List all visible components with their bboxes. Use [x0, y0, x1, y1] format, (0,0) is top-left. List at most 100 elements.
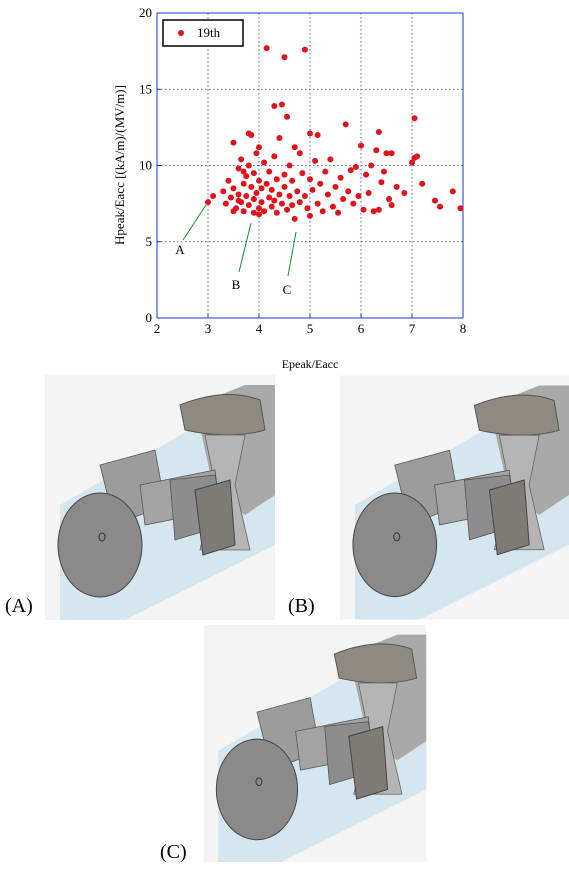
scatter-point	[297, 199, 303, 205]
scatter-point	[225, 178, 231, 184]
x-tick-label: 6	[358, 321, 365, 336]
y-tick-label: 0	[146, 310, 153, 325]
scatter-point	[299, 170, 305, 176]
scatter-point	[325, 191, 331, 197]
scatter-point	[271, 198, 277, 204]
scatter-point	[457, 205, 463, 211]
scatter-point	[276, 191, 282, 197]
scatter-point	[315, 132, 321, 138]
y-tick-label: 5	[146, 234, 153, 249]
page: {"chart_data": {"type": "scatter", "x_la…	[0, 0, 569, 868]
scatter-point	[256, 144, 262, 150]
scatter-point	[373, 147, 379, 153]
y-tick-label: 20	[139, 5, 152, 20]
render-b	[340, 376, 569, 620]
scatter-point	[358, 143, 364, 149]
scatter-point	[231, 208, 237, 214]
scatter-point	[282, 184, 288, 190]
scatter-point	[292, 144, 298, 150]
scatter-point	[264, 45, 270, 51]
scatter-point	[205, 199, 211, 205]
scatter-point	[259, 185, 265, 191]
x-tick-label: 8	[460, 321, 467, 336]
scatter-point	[251, 170, 257, 176]
scatter-point	[253, 150, 259, 156]
scatter-point	[340, 196, 346, 202]
scatter-point	[223, 201, 229, 207]
y-tick-label: 15	[139, 81, 152, 96]
scatter-point	[271, 153, 277, 159]
scatter-point	[450, 188, 456, 194]
scatter-point	[269, 187, 275, 193]
scatter-point	[253, 190, 259, 196]
scatter-point	[412, 115, 418, 121]
scatter-point	[289, 178, 295, 184]
scatter-point	[241, 169, 247, 175]
scatter-point	[389, 150, 395, 156]
scatter-point	[289, 202, 295, 208]
scatter-point	[371, 208, 377, 214]
scatter-point	[343, 121, 349, 127]
scatter-point	[246, 163, 252, 169]
legend-marker	[178, 30, 184, 36]
scatter-point	[282, 54, 288, 60]
scatter-point	[251, 210, 257, 216]
scatter-point	[401, 190, 407, 196]
scatter-point	[231, 185, 237, 191]
scatter-point	[302, 47, 308, 53]
scatter-point	[414, 153, 420, 159]
scatter-point	[241, 208, 247, 214]
scatter-point	[274, 210, 280, 216]
render-a	[45, 375, 275, 620]
scatter-point	[276, 135, 282, 141]
scatter-point	[302, 193, 308, 199]
scatter-point	[264, 181, 270, 187]
scatter-point	[287, 163, 293, 169]
annotation: A	[175, 242, 185, 257]
scatter-point	[361, 207, 367, 213]
scatter-point	[284, 207, 290, 213]
scatter-point	[261, 159, 267, 165]
scatter-point	[307, 130, 313, 136]
scatter-point	[378, 179, 384, 185]
scatter-point	[419, 181, 425, 187]
scatter-point	[320, 208, 326, 214]
panel-label: (A)	[5, 595, 33, 617]
scatter-point	[363, 172, 369, 178]
scatter-point	[376, 207, 382, 213]
render-c	[204, 625, 426, 862]
scatter-point	[236, 191, 242, 197]
scatter-point	[279, 201, 285, 207]
annotation: B	[232, 277, 241, 292]
scatter-point	[333, 184, 339, 190]
scatter-point	[287, 193, 293, 199]
scatter-point	[236, 166, 242, 172]
x-tick-label: 5	[307, 321, 314, 336]
scatter-point	[353, 164, 359, 170]
x-tick-label: 2	[154, 321, 161, 336]
scatter-point	[376, 129, 382, 135]
scatter-point	[228, 195, 234, 201]
scatter-point	[304, 205, 310, 211]
scatter-point	[238, 156, 244, 162]
scatter-point	[246, 202, 252, 208]
scatter-point	[307, 213, 313, 219]
x-tick-label: 7	[409, 321, 416, 336]
scatter-point	[274, 176, 280, 182]
y-axis-label: Hpeak/Eacc [(kA/m)/(MV/m)]	[112, 85, 127, 245]
scatter-point	[294, 188, 300, 194]
scatter-point	[317, 181, 323, 187]
x-tick-label: 3	[205, 321, 212, 336]
scatter-point	[432, 198, 438, 204]
legend-label: 19th	[197, 25, 221, 40]
scatter-point	[368, 163, 374, 169]
scatter-point	[256, 178, 262, 184]
scatter-point	[282, 172, 288, 178]
scatter-point	[389, 202, 395, 208]
x-tick-label: 4	[256, 321, 263, 336]
scatter-point	[248, 132, 254, 138]
scatter-point	[266, 195, 272, 201]
panel-label: (C)	[160, 841, 187, 863]
scatter-point	[210, 193, 216, 199]
scatter-point	[386, 196, 392, 202]
